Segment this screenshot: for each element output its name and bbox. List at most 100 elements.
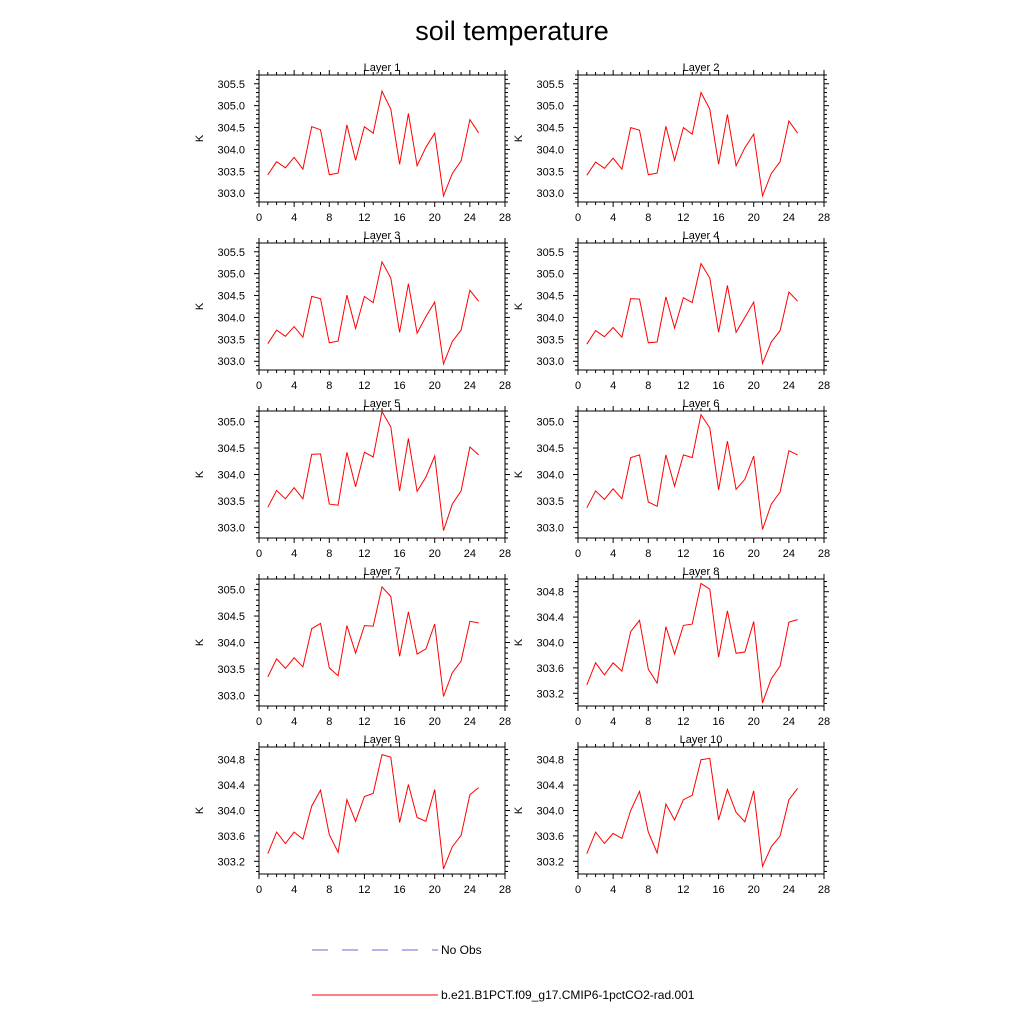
x-tick-label: 8 [326, 884, 332, 896]
x-tick-label: 20 [429, 380, 441, 392]
x-tick-label: 24 [464, 212, 476, 224]
panel-layer-10: Layer 10 K 0 4 8 12 16 20 24 28 303.2 303.6 304.0 304… [513, 734, 830, 896]
panel-layer-2: Layer 2 K 0 4 8 12 16 20 24 28 303.0 303.5 304.0 304.… [513, 62, 830, 224]
panel-title: Layer 3 [364, 230, 401, 242]
x-tick-label: 0 [256, 716, 262, 728]
x-tick-label: 20 [748, 548, 760, 560]
panel-layer-9: Layer 9 K 0 4 8 12 16 20 24 28 303.2 303.6 304.0 304.… [194, 734, 511, 896]
x-tick-label: 0 [256, 212, 262, 224]
x-tick-label: 8 [645, 884, 651, 896]
x-tick-label: 20 [748, 212, 760, 224]
y-tick-label: 305.0 [536, 417, 564, 429]
plot-frame [258, 74, 506, 203]
panel-layer-3: Layer 3 K 0 4 8 12 16 20 24 28 303.0 303.5 304.0 304.… [194, 230, 511, 392]
x-tick-label: 4 [291, 548, 297, 560]
y-tick-label: 304.0 [217, 806, 245, 818]
x-tick-label: 8 [326, 716, 332, 728]
y-tick-label: 304.5 [217, 443, 245, 455]
y-tick-label: 303.0 [217, 356, 245, 368]
y-tick-label: 304.5 [536, 291, 564, 303]
model-series-line [586, 757, 798, 869]
y-tick-label: 305.0 [217, 269, 245, 281]
x-tick-label: 12 [677, 380, 689, 392]
x-tick-label: 4 [610, 548, 616, 560]
x-tick-label: 20 [429, 884, 441, 896]
y-tick-label: 303.2 [217, 856, 245, 868]
y-tick-label: 303.0 [217, 188, 245, 200]
x-tick-label: 0 [575, 716, 581, 728]
y-axis-label: K [513, 638, 525, 646]
model-series-line [267, 753, 479, 870]
x-tick-label: 16 [393, 212, 405, 224]
y-axis-label: K [194, 134, 206, 142]
y-tick-label: 305.5 [536, 79, 564, 91]
y-tick-label: 303.6 [217, 831, 245, 843]
x-tick-label: 8 [326, 548, 332, 560]
x-tick-label: 20 [748, 380, 760, 392]
x-tick-label: 4 [291, 212, 297, 224]
x-tick-label: 12 [677, 548, 689, 560]
x-tick-label: 4 [610, 716, 616, 728]
x-tick-label: 24 [464, 716, 476, 728]
x-tick-label: 8 [326, 212, 332, 224]
x-tick-label: 24 [783, 716, 795, 728]
x-tick-label: 0 [256, 884, 262, 896]
panel-title: Layer 2 [683, 62, 720, 74]
x-tick-label: 20 [429, 716, 441, 728]
panel-title: Layer 9 [364, 734, 401, 746]
y-tick-label: 303.0 [217, 522, 245, 534]
x-tick-label: 12 [358, 716, 370, 728]
plot-frame [577, 242, 825, 371]
y-tick-label: 305.0 [217, 417, 245, 429]
y-tick-label: 304.5 [217, 291, 245, 303]
model-series-line [267, 410, 479, 531]
y-tick-label: 304.0 [536, 144, 564, 156]
y-tick-label: 304.8 [536, 755, 564, 767]
x-tick-label: 28 [499, 716, 511, 728]
panel-title: Layer 1 [364, 62, 401, 74]
y-tick-label: 303.5 [217, 166, 245, 178]
y-tick-label: 304.0 [217, 312, 245, 324]
y-tick-label: 303.5 [536, 166, 564, 178]
x-tick-label: 8 [645, 548, 651, 560]
y-tick-label: 305.0 [217, 585, 245, 597]
y-tick-label: 303.2 [536, 856, 564, 868]
x-tick-label: 12 [358, 380, 370, 392]
y-tick-label: 305.5 [536, 247, 564, 259]
plot-frame [258, 746, 506, 875]
x-tick-label: 8 [645, 716, 651, 728]
x-tick-label: 20 [748, 884, 760, 896]
plot-frame [577, 746, 825, 875]
x-tick-label: 24 [783, 212, 795, 224]
model-series-line [586, 582, 798, 703]
y-tick-label: 303.2 [536, 688, 564, 700]
panel-layer-4: Layer 4 K 0 4 8 12 16 20 24 28 303.0 303.5 304.0 304.… [513, 230, 830, 392]
x-tick-label: 0 [575, 548, 581, 560]
y-tick-label: 305.0 [217, 101, 245, 113]
x-tick-label: 12 [677, 212, 689, 224]
x-tick-label: 16 [393, 716, 405, 728]
y-axis-label: K [194, 806, 206, 814]
model-series-line [267, 585, 479, 697]
panel-layer-6: Layer 6 K 0 4 8 12 16 20 24 28 303.0 303.5 304.0 304.… [513, 398, 830, 560]
y-tick-label: 304.5 [536, 123, 564, 135]
x-tick-label: 12 [358, 548, 370, 560]
y-tick-label: 304.0 [536, 806, 564, 818]
y-axis-label: K [513, 134, 525, 142]
x-tick-label: 4 [610, 212, 616, 224]
x-tick-label: 4 [610, 884, 616, 896]
y-tick-label: 304.0 [217, 470, 245, 482]
x-tick-label: 28 [499, 884, 511, 896]
x-tick-label: 24 [464, 548, 476, 560]
x-tick-label: 12 [358, 884, 370, 896]
y-axis-label: K [194, 638, 206, 646]
y-tick-label: 303.5 [217, 664, 245, 676]
legend-obs-label: No Obs [441, 943, 482, 957]
y-tick-label: 303.0 [536, 356, 564, 368]
y-tick-label: 303.5 [217, 496, 245, 508]
x-tick-label: 16 [393, 884, 405, 896]
legend-model-label: b.e21.B1PCT.f09_g17.CMIP6-1pctCO2-rad.00… [441, 988, 695, 1002]
x-tick-label: 12 [677, 884, 689, 896]
x-tick-label: 28 [499, 548, 511, 560]
x-tick-label: 0 [575, 212, 581, 224]
